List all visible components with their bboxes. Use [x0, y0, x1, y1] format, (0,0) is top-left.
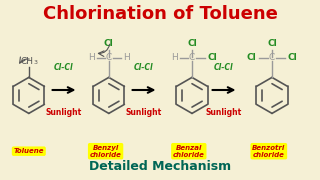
- Text: Cl: Cl: [288, 53, 298, 62]
- Text: Benzotri
chloride: Benzotri chloride: [252, 145, 285, 158]
- Text: Toluene: Toluene: [13, 148, 44, 154]
- Text: Cl: Cl: [246, 53, 256, 62]
- Text: Sunlight: Sunlight: [126, 108, 162, 117]
- Text: Benzal
chloride: Benzal chloride: [173, 145, 205, 158]
- Text: C: C: [269, 53, 275, 62]
- Text: Detailed Mechanism: Detailed Mechanism: [89, 160, 231, 173]
- Text: Cl-Cl: Cl-Cl: [54, 63, 74, 72]
- Text: C: C: [189, 53, 195, 62]
- Text: Chlorination of Toluene: Chlorination of Toluene: [43, 5, 277, 23]
- Text: 3: 3: [34, 60, 38, 65]
- Text: Cl: Cl: [208, 53, 218, 62]
- Text: Cl-Cl: Cl-Cl: [214, 63, 234, 72]
- Text: CH: CH: [21, 57, 34, 66]
- Text: C: C: [106, 53, 112, 62]
- Text: Sunlight: Sunlight: [46, 108, 82, 117]
- Text: Cl: Cl: [267, 39, 277, 48]
- Text: Benzyl
chloride: Benzyl chloride: [90, 145, 122, 158]
- Text: Cl-Cl: Cl-Cl: [134, 63, 154, 72]
- Text: H: H: [88, 53, 95, 62]
- Text: Cl: Cl: [104, 39, 114, 48]
- Text: Sunlight: Sunlight: [206, 108, 242, 117]
- Text: H: H: [123, 53, 130, 62]
- Text: H: H: [171, 53, 178, 62]
- Text: Cl: Cl: [187, 39, 197, 48]
